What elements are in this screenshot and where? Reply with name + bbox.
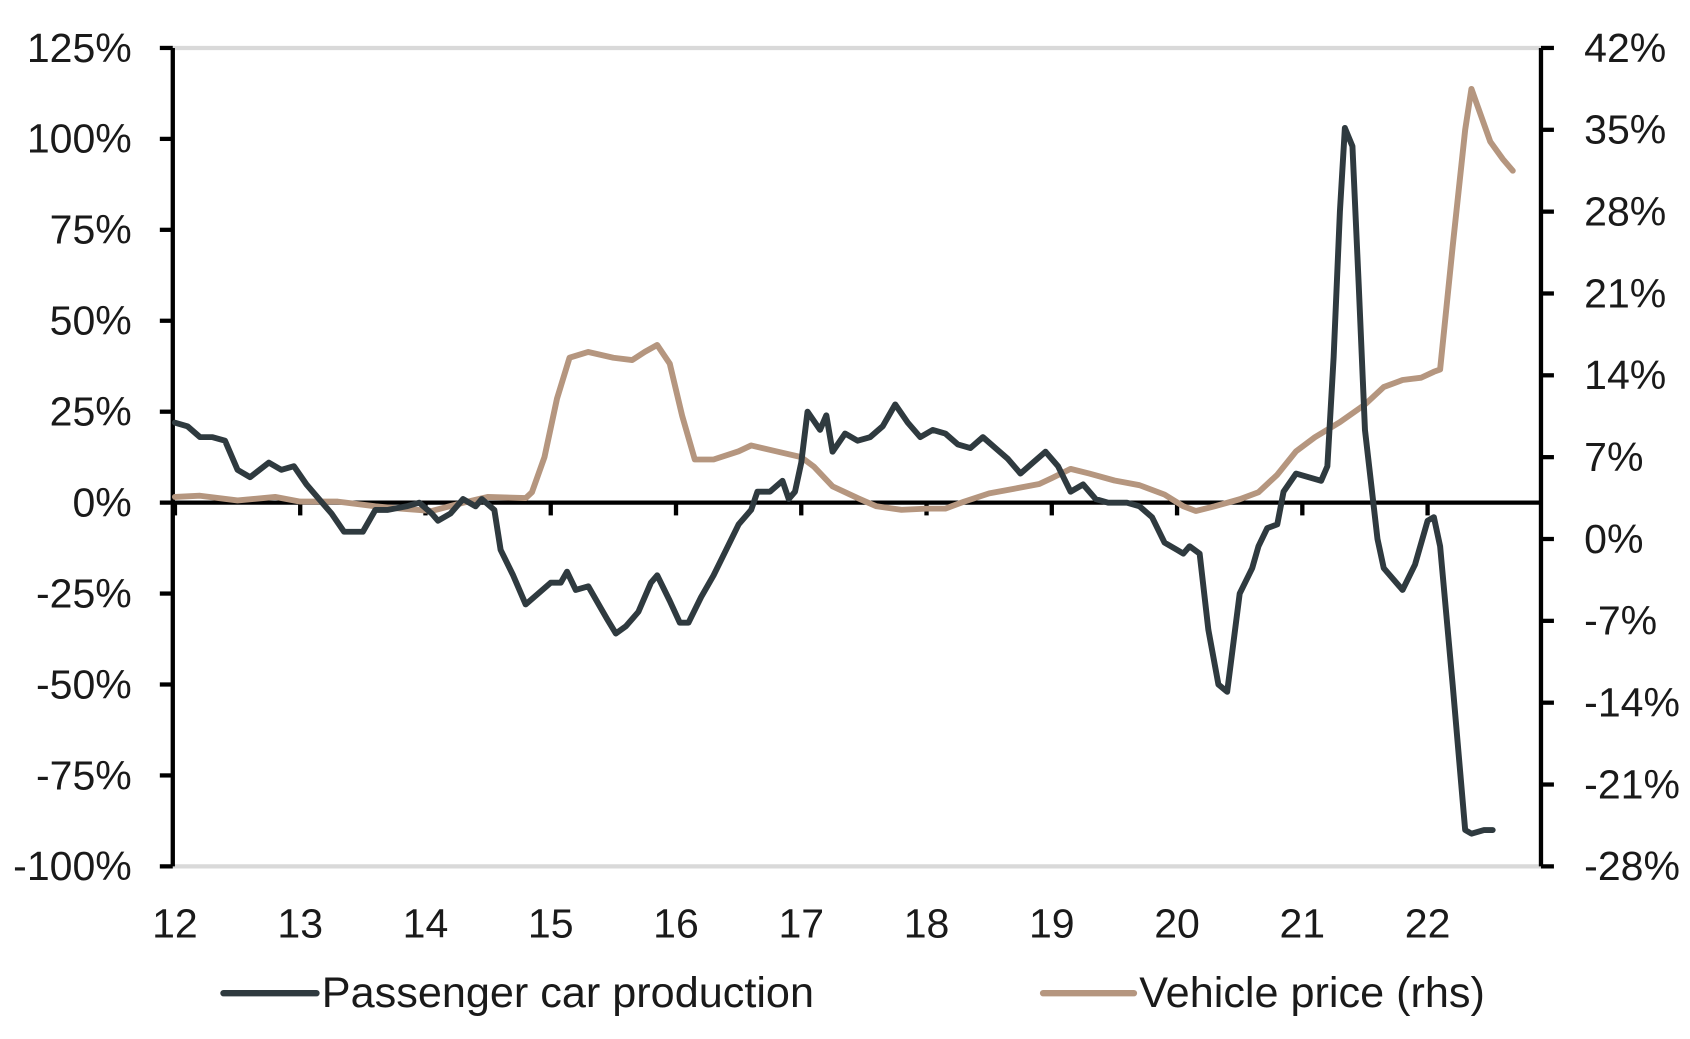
x-tick-label: 19 bbox=[1029, 901, 1075, 947]
left-tick-label: 0% bbox=[72, 480, 131, 526]
legend-label-production: Passenger car production bbox=[322, 969, 814, 1017]
right-tick-label: -28% bbox=[1584, 843, 1680, 889]
left-tick-label: 75% bbox=[50, 207, 132, 253]
right-tick-label: -7% bbox=[1584, 598, 1657, 644]
x-tick-label: 21 bbox=[1280, 901, 1326, 947]
right-tick-label: 7% bbox=[1584, 434, 1643, 480]
left-tick-label: 125% bbox=[27, 25, 132, 71]
left-tick-label: -75% bbox=[36, 753, 132, 799]
x-tick-label: 20 bbox=[1154, 901, 1200, 947]
right-tick-label: 21% bbox=[1584, 271, 1666, 317]
right-y-axis: 42% 35% 28% 21% 14% 7% 0% -7% -14% -21% -28% bbox=[1538, 25, 1680, 889]
left-tick-label: -50% bbox=[36, 662, 132, 708]
left-y-axis: 125% 100% 75% 50% 25% 0% -25% -50% -75% -100% bbox=[13, 25, 175, 889]
x-tick-label: 13 bbox=[277, 901, 323, 947]
x-axis: 12 13 14 15 16 17 18 19 20 21 22 bbox=[152, 500, 1541, 947]
left-tick-label: 100% bbox=[27, 116, 132, 162]
right-tick-label: 14% bbox=[1584, 352, 1666, 398]
left-tick-label: -25% bbox=[36, 571, 132, 617]
right-tick-label: 42% bbox=[1584, 25, 1666, 71]
x-tick-label: 17 bbox=[778, 901, 824, 947]
left-tick-label: 50% bbox=[50, 298, 132, 344]
left-tick-label: 25% bbox=[50, 389, 132, 435]
legend-label-vehicle-price: Vehicle price (rhs) bbox=[1139, 969, 1485, 1017]
x-tick-label: 18 bbox=[904, 901, 950, 947]
x-tick-label: 16 bbox=[653, 901, 699, 947]
right-tick-label: 28% bbox=[1584, 189, 1666, 235]
series-line-vehicle-price bbox=[171, 85, 1516, 514]
right-tick-label: -14% bbox=[1584, 680, 1680, 726]
series-line-passenger-car-production bbox=[171, 125, 1496, 837]
x-tick-label: 14 bbox=[403, 901, 449, 947]
right-tick-label: 35% bbox=[1584, 107, 1666, 153]
right-tick-label: 0% bbox=[1584, 516, 1643, 562]
x-tick-label: 12 bbox=[152, 901, 198, 947]
left-tick-label: -100% bbox=[13, 843, 132, 889]
x-tick-label: 15 bbox=[528, 901, 574, 947]
series-group bbox=[171, 85, 1516, 837]
x-tick-label: 22 bbox=[1405, 901, 1451, 947]
right-tick-label: -21% bbox=[1584, 762, 1680, 808]
legend: Passenger car production Vehicle price (… bbox=[220, 969, 1485, 1017]
